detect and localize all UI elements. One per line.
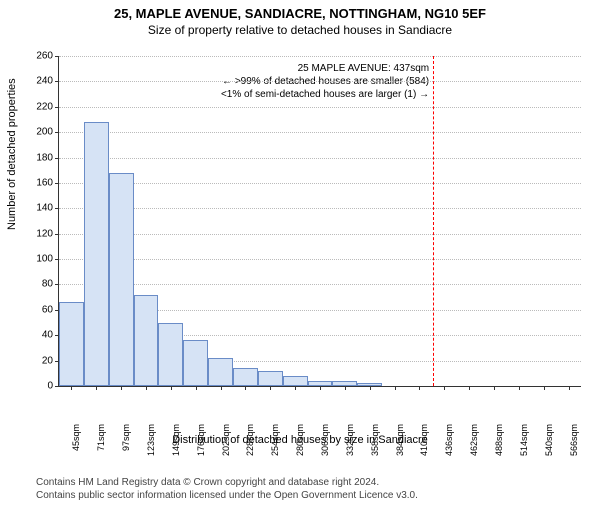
title-main: 25, MAPLE AVENUE, SANDIACRE, NOTTINGHAM,… bbox=[0, 6, 600, 21]
y-tick-label: 60 bbox=[29, 304, 53, 315]
y-tick-mark bbox=[55, 386, 59, 387]
histogram-bar bbox=[84, 122, 109, 386]
x-tick-mark bbox=[320, 386, 321, 390]
footer-line: Contains HM Land Registry data © Crown c… bbox=[36, 476, 418, 489]
footer: Contains HM Land Registry data © Crown c… bbox=[36, 476, 418, 502]
y-tick-label: 120 bbox=[29, 228, 53, 239]
y-tick-label: 200 bbox=[29, 127, 53, 138]
gridline bbox=[59, 132, 581, 133]
y-axis-label: Number of detached properties bbox=[6, 78, 18, 230]
x-tick-mark bbox=[270, 386, 271, 390]
x-tick-mark bbox=[494, 386, 495, 390]
x-tick-mark bbox=[569, 386, 570, 390]
gridline bbox=[59, 259, 581, 260]
gridline bbox=[59, 208, 581, 209]
x-tick-mark bbox=[544, 386, 545, 390]
y-tick-mark bbox=[55, 259, 59, 260]
y-tick-mark bbox=[55, 132, 59, 133]
x-axis-label: Distribution of detached houses by size … bbox=[0, 434, 600, 446]
y-tick-mark bbox=[55, 107, 59, 108]
x-tick-mark bbox=[370, 386, 371, 390]
histogram-bar bbox=[183, 340, 208, 386]
footer-line: Contains public sector information licen… bbox=[36, 489, 418, 502]
chart-area: Number of detached properties 25 MAPLE A… bbox=[0, 50, 600, 450]
histogram-bar bbox=[258, 371, 283, 386]
histogram-bar bbox=[208, 358, 233, 386]
histogram-bar bbox=[233, 368, 258, 386]
x-tick-mark bbox=[121, 386, 122, 390]
x-tick-mark bbox=[519, 386, 520, 390]
plot-region: 25 MAPLE AVENUE: 437sqm ← >99% of detach… bbox=[58, 56, 581, 387]
x-tick-mark bbox=[345, 386, 346, 390]
y-tick-label: 160 bbox=[29, 177, 53, 188]
x-tick-mark bbox=[146, 386, 147, 390]
histogram-bar bbox=[283, 376, 308, 386]
y-tick-mark bbox=[55, 81, 59, 82]
y-tick-mark bbox=[55, 158, 59, 159]
title-sub: Size of property relative to detached ho… bbox=[0, 23, 600, 37]
x-tick-mark bbox=[469, 386, 470, 390]
x-tick-mark bbox=[196, 386, 197, 390]
gridline bbox=[59, 234, 581, 235]
gridline bbox=[59, 56, 581, 57]
x-tick-mark bbox=[444, 386, 445, 390]
histogram-bar bbox=[158, 323, 183, 386]
x-tick-mark bbox=[395, 386, 396, 390]
x-tick-mark bbox=[71, 386, 72, 390]
gridline bbox=[59, 81, 581, 82]
x-tick-mark bbox=[245, 386, 246, 390]
y-tick-mark bbox=[55, 208, 59, 209]
y-tick-label: 80 bbox=[29, 279, 53, 290]
y-tick-label: 40 bbox=[29, 330, 53, 341]
histogram-bar bbox=[109, 173, 134, 386]
x-tick-mark bbox=[419, 386, 420, 390]
histogram-bar bbox=[134, 295, 159, 386]
x-tick-mark bbox=[221, 386, 222, 390]
y-tick-label: 180 bbox=[29, 152, 53, 163]
x-tick-mark bbox=[96, 386, 97, 390]
property-marker-line bbox=[433, 56, 434, 386]
gridline bbox=[59, 284, 581, 285]
x-tick-mark bbox=[171, 386, 172, 390]
annotation-line: 25 MAPLE AVENUE: 437sqm bbox=[221, 62, 429, 75]
gridline bbox=[59, 107, 581, 108]
histogram-bar bbox=[59, 302, 84, 386]
y-tick-label: 220 bbox=[29, 101, 53, 112]
y-tick-label: 140 bbox=[29, 203, 53, 214]
gridline bbox=[59, 183, 581, 184]
x-tick-mark bbox=[295, 386, 296, 390]
gridline bbox=[59, 158, 581, 159]
y-tick-mark bbox=[55, 183, 59, 184]
y-tick-label: 0 bbox=[29, 381, 53, 392]
y-tick-label: 20 bbox=[29, 355, 53, 366]
y-tick-label: 260 bbox=[29, 51, 53, 62]
y-tick-mark bbox=[55, 284, 59, 285]
y-tick-mark bbox=[55, 234, 59, 235]
y-tick-label: 100 bbox=[29, 254, 53, 265]
annotation-line: <1% of semi-detached houses are larger (… bbox=[221, 88, 429, 101]
y-tick-label: 240 bbox=[29, 76, 53, 87]
y-tick-mark bbox=[55, 56, 59, 57]
